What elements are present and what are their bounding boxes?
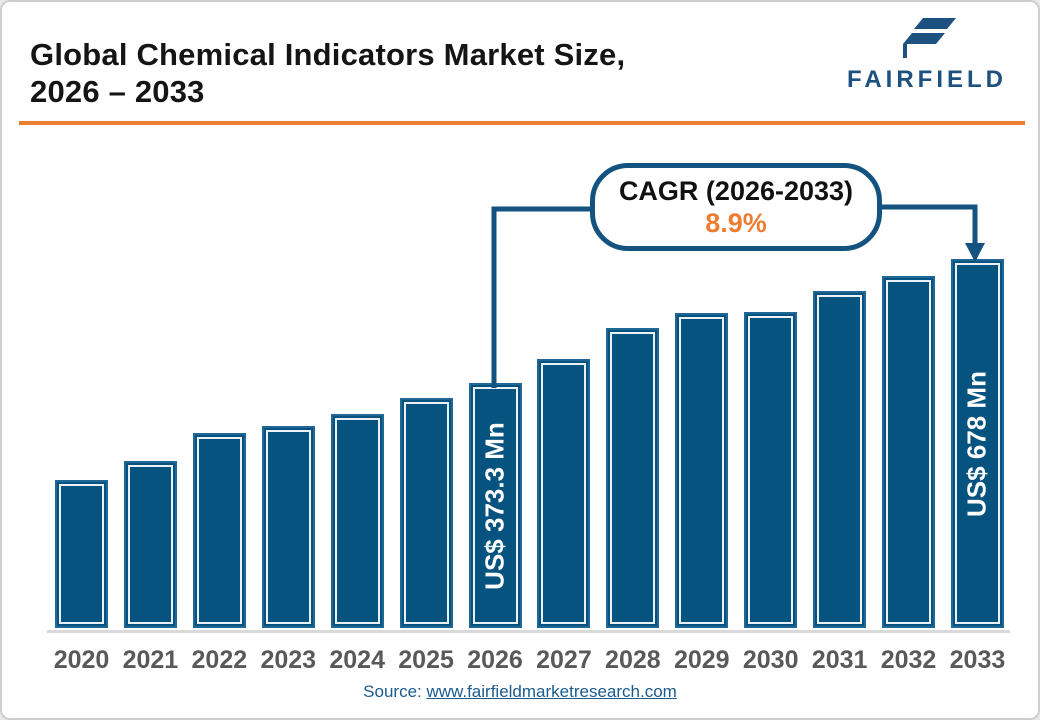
bar-2020 bbox=[55, 480, 108, 628]
x-axis-label: 2024 bbox=[329, 646, 385, 674]
bar-2031 bbox=[813, 291, 867, 628]
bar-value-label: US$ 373.3 Mn bbox=[479, 421, 510, 590]
x-axis-label: 2020 bbox=[53, 646, 110, 674]
bar-2021 bbox=[123, 461, 177, 628]
bar-2025 bbox=[399, 398, 453, 628]
x-axis-line bbox=[47, 630, 1010, 633]
bar-2030 bbox=[744, 312, 798, 628]
title-line-2: 2026 – 2033 bbox=[30, 74, 205, 109]
bar-2023 bbox=[261, 426, 315, 628]
x-axis-label: 2031 bbox=[811, 646, 868, 674]
bar-2029 bbox=[675, 313, 729, 628]
title-line-1: Global Chemical Indicators Market Size, bbox=[30, 37, 626, 72]
cagr-callout: CAGR (2026-2033) 8.9% bbox=[590, 163, 882, 251]
source-link[interactable]: www.fairfieldmarketresearch.com bbox=[426, 682, 677, 701]
fairfield-wordmark: FAIRFIELD bbox=[847, 66, 1007, 93]
bar-2032 bbox=[882, 276, 936, 628]
bar-2028 bbox=[606, 328, 660, 628]
x-axis-label: 2025 bbox=[398, 646, 454, 674]
x-axis-label: 2023 bbox=[260, 646, 317, 674]
x-axis-label: 2026 bbox=[467, 646, 523, 674]
x-axis-label: 2029 bbox=[673, 646, 730, 674]
brand-logo: FAIRFIELD bbox=[832, 12, 1022, 94]
x-axis-label: 2021 bbox=[122, 646, 179, 674]
source-label: Source: bbox=[363, 682, 427, 701]
x-axis-label: 2022 bbox=[191, 646, 248, 674]
bar-2022 bbox=[192, 433, 246, 628]
source-line: Source: www.fairfieldmarketresearch.com bbox=[2, 682, 1038, 702]
x-axis-label: 2028 bbox=[605, 646, 661, 674]
x-axis-label: 2033 bbox=[949, 646, 1006, 674]
x-axis-label: 2030 bbox=[742, 646, 799, 674]
page-title: Global Chemical Indicators Market Size, … bbox=[30, 36, 625, 110]
x-axis-label: 2032 bbox=[880, 646, 937, 674]
bar-2033: US$ 678 Mn bbox=[950, 259, 1004, 628]
bar-value-label: US$ 678 Mn bbox=[961, 370, 992, 517]
fairfield-flag-icon bbox=[903, 18, 956, 58]
right-connector-line bbox=[882, 204, 978, 245]
cagr-label: CAGR (2026-2033) bbox=[618, 176, 854, 206]
header-divider bbox=[19, 121, 1025, 125]
cagr-value: 8.9% bbox=[705, 208, 767, 238]
bar-2027 bbox=[537, 359, 591, 628]
x-axis-label: 2027 bbox=[536, 646, 592, 674]
bar-2026: US$ 373.3 Mn bbox=[468, 383, 522, 628]
bar-2024 bbox=[330, 414, 384, 628]
